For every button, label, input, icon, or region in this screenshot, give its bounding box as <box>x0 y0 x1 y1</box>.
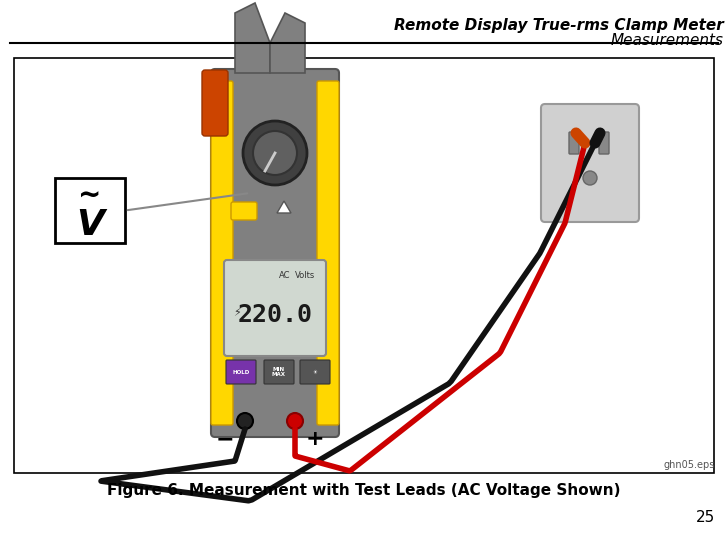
Text: 25: 25 <box>696 510 715 525</box>
FancyBboxPatch shape <box>14 58 714 473</box>
FancyBboxPatch shape <box>55 178 125 243</box>
FancyBboxPatch shape <box>599 132 609 154</box>
Text: ghn05.eps: ghn05.eps <box>664 460 715 470</box>
Text: Measurements: Measurements <box>611 33 724 48</box>
FancyBboxPatch shape <box>569 132 579 154</box>
Polygon shape <box>270 13 305 73</box>
Circle shape <box>287 413 303 429</box>
Circle shape <box>237 413 253 429</box>
Polygon shape <box>277 201 291 213</box>
FancyBboxPatch shape <box>231 202 257 220</box>
FancyBboxPatch shape <box>317 81 339 425</box>
Text: −: − <box>215 429 234 449</box>
FancyBboxPatch shape <box>264 360 294 384</box>
Text: ☀: ☀ <box>312 369 317 375</box>
Circle shape <box>243 121 307 185</box>
Text: HOLD: HOLD <box>232 369 250 375</box>
Circle shape <box>253 131 297 175</box>
Text: Remote Display True-rms Clamp Meter: Remote Display True-rms Clamp Meter <box>395 18 724 33</box>
FancyBboxPatch shape <box>211 81 233 425</box>
Text: AC: AC <box>280 271 290 280</box>
FancyBboxPatch shape <box>300 360 330 384</box>
FancyBboxPatch shape <box>224 260 326 356</box>
Text: +: + <box>306 429 324 449</box>
Circle shape <box>583 171 597 185</box>
FancyBboxPatch shape <box>226 360 256 384</box>
Text: ~: ~ <box>79 182 102 210</box>
FancyBboxPatch shape <box>211 69 339 437</box>
Polygon shape <box>235 3 270 73</box>
Text: Volts: Volts <box>295 271 315 280</box>
Text: MIN
MAX: MIN MAX <box>272 367 286 377</box>
Text: 220.0: 220.0 <box>237 303 312 327</box>
Text: Figure 6. Measurement with Test Leads (AC Voltage Shown): Figure 6. Measurement with Test Leads (A… <box>107 483 621 498</box>
Text: ⚡: ⚡ <box>233 308 241 318</box>
FancyBboxPatch shape <box>202 70 228 136</box>
FancyBboxPatch shape <box>541 104 639 222</box>
Text: V: V <box>76 208 104 242</box>
